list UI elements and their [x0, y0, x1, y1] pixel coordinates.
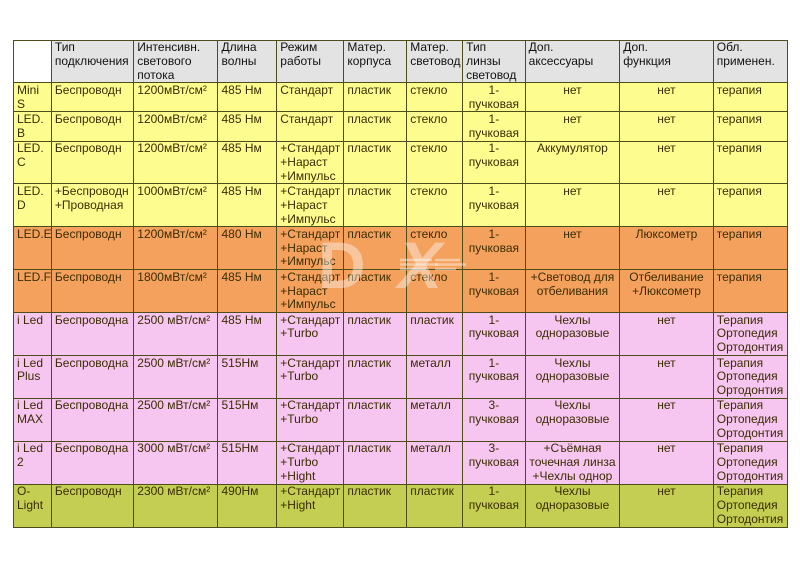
svg-text:D: D — [320, 230, 366, 302]
svg-text:X: X — [394, 230, 446, 302]
